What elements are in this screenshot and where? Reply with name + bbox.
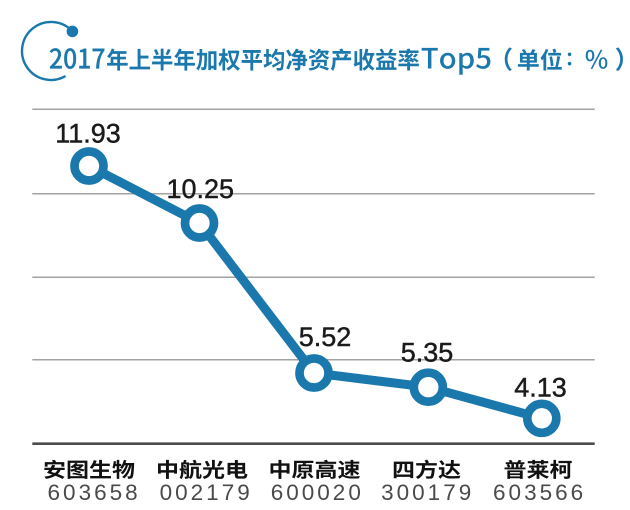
svg-text:300179: 300179 [381, 480, 474, 505]
svg-text:603658: 603658 [48, 480, 141, 505]
svg-text:10.25: 10.25 [167, 174, 235, 204]
svg-text:002179: 002179 [160, 480, 253, 505]
svg-text:600020: 600020 [271, 480, 364, 505]
svg-text:5.35: 5.35 [401, 338, 454, 368]
svg-text:4.13: 4.13 [514, 373, 567, 403]
svg-text:5.52: 5.52 [299, 322, 352, 352]
svg-text:603566: 603566 [493, 480, 586, 505]
svg-text:11.93: 11.93 [55, 118, 121, 148]
